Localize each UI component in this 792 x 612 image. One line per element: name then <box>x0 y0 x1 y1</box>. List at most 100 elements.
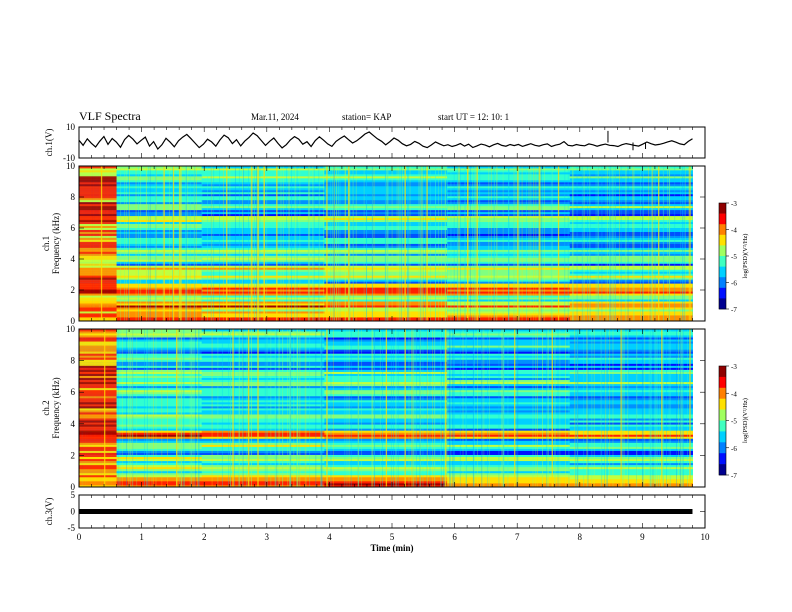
ch1-spectrogram-speckle <box>129 166 130 321</box>
ch1-spectrogram-early-block <box>79 273 117 276</box>
ch1-spectrogram-speckle <box>651 166 653 321</box>
ch1-y-tick-label: -10 <box>63 153 75 163</box>
ch1-spectrogram-speckle <box>533 166 535 321</box>
ch1-spectrogram-speckle <box>513 166 515 321</box>
ch2-spectrogram-speckle <box>658 329 660 487</box>
ch1-spectrogram-speckle <box>519 166 520 321</box>
ch1-spectrogram-cell <box>79 265 203 268</box>
ch1-spectrogram-speckle <box>207 166 209 321</box>
ch1-spectrogram-cell <box>324 311 448 314</box>
ch2-spectrogram-cell <box>201 422 325 425</box>
ch2-spectrogram-cell <box>569 468 693 472</box>
ch2-spectrogram-cell <box>79 448 203 451</box>
ch2-spectrogram-speckle <box>239 329 241 487</box>
ch2-spectrogram-early-block <box>79 399 117 403</box>
ch2-spectrogram-cell <box>79 385 203 389</box>
start-time-label: start UT = 12: 10: 1 <box>438 112 510 122</box>
ch2-spectrogram-cell <box>201 432 325 435</box>
ch1-spectrogram-cell <box>79 235 203 238</box>
ch1-spectrogram-cell <box>79 239 203 242</box>
ch2-spectrogram-speckle <box>396 329 397 487</box>
ch1-spectrogram-colorbar-swatch <box>719 277 726 289</box>
ch1-spectrogram-speckle <box>391 166 393 321</box>
ch2-spectrogram-cell <box>79 359 203 362</box>
ch2-spectrogram-early-block <box>79 361 117 364</box>
ch1-spectrogram-early-block <box>79 261 117 264</box>
ch2-spectrogram-cell <box>79 436 203 439</box>
ch2-spectrogram-cell <box>79 349 203 352</box>
ch1-spectrogram-cell <box>569 275 693 278</box>
ch1-spectrogram-cell <box>79 207 203 211</box>
ch2-spectrogram-cell <box>447 341 571 344</box>
ch1-spectrogram-cell <box>201 225 325 229</box>
ch1-spectrogram-cell <box>447 227 571 230</box>
ch2-spectrogram-cell <box>569 434 693 437</box>
ch1-spectrogram-speckle <box>667 166 669 321</box>
ch2-spectrogram-speckle <box>605 329 607 487</box>
ch1-spectrogram-speckle <box>571 166 573 321</box>
ch1-spectrogram-cell <box>79 225 203 229</box>
ch1-spectrogram-cell <box>324 245 448 248</box>
ch1-spectrogram-speckle <box>387 166 388 321</box>
ch2-spectrogram-speckle <box>211 329 213 487</box>
ch2-spectrogram-cell <box>569 408 693 411</box>
ch1-spectrogram-cell <box>569 277 693 280</box>
ch2-spectrogram-cell <box>569 462 693 466</box>
ch1-spectrogram-speckle <box>607 166 609 321</box>
ch2-spectrogram-cell <box>79 365 203 368</box>
ch2-spectrogram-speckle <box>379 329 381 487</box>
ch1-spectrogram-cell <box>79 295 203 298</box>
ch2-spectrogram-cell <box>79 434 203 437</box>
ch2-spectrogram-early-block <box>79 458 117 462</box>
ch3-level-line <box>79 509 693 514</box>
ch1-spectrogram-early-block <box>79 199 117 203</box>
ch1-spectrogram-speckle <box>295 166 297 321</box>
ch1-spectrogram-cell <box>324 183 448 187</box>
ch1-spectrogram-y-tick-label: 2 <box>71 285 76 295</box>
ch2-spectrogram-speckle <box>296 329 297 487</box>
ch1-spectrogram-cell <box>79 303 203 306</box>
ch1-spectrogram-cell <box>324 207 448 211</box>
ch1-spectrogram-cell <box>201 201 325 205</box>
ch2-spectrogram-cell <box>79 476 203 480</box>
ch2-spectrogram-cell <box>569 472 693 476</box>
ch1-spectrogram-cell <box>324 291 448 294</box>
ch2-spectrogram-cell <box>569 363 693 366</box>
ch1-spectrogram-speckle <box>633 166 635 321</box>
ch1-spectrogram-cell <box>447 283 571 286</box>
ch1-spectrogram-cell <box>447 173 571 177</box>
ch2-spectrogram-cell <box>201 408 325 411</box>
ch1-spectrogram-emission <box>348 166 350 321</box>
ch1-spectrogram-speckle <box>551 166 553 321</box>
ch2-spectrogram-cell <box>569 430 693 433</box>
ch1-spectrogram-early-block <box>79 313 117 316</box>
ch1-spectrogram-speckle <box>589 166 591 321</box>
ch2-spectrogram-cell <box>569 448 693 451</box>
ch1-spectrogram-cell <box>201 303 325 306</box>
ch1-spectrogram-speckle <box>201 166 203 321</box>
ch1-spectrogram-cell <box>324 303 448 306</box>
ch2-spectrogram-speckle <box>395 329 397 487</box>
ch2-spectrogram-cell <box>201 399 325 403</box>
ch1-spectrogram-colorbar-swatch <box>719 234 726 246</box>
ch1-spectrogram-early-block <box>79 247 117 250</box>
ch1-spectrogram-cell <box>447 309 571 312</box>
ch2-spectrogram-speckle <box>321 329 322 487</box>
ch1-spectrogram-cell <box>201 309 325 312</box>
ch1-spectrogram-cell <box>324 187 448 191</box>
ch1-spectrogram-speckle <box>387 166 389 321</box>
ch2-spectrogram-cell <box>447 408 571 411</box>
ch2-spectrogram-cell <box>569 365 693 368</box>
ch2-spectrogram-speckle <box>547 329 549 487</box>
ch2-spectrogram-early-block <box>79 385 117 389</box>
ch1-spectrogram-speckle <box>241 166 243 321</box>
ch1-spectrogram-cell <box>324 309 448 312</box>
ch2-spectrogram-speckle <box>381 329 383 487</box>
ch1-spectrogram-emission <box>226 166 228 321</box>
ch1-spectrogram-cell <box>447 231 571 234</box>
ch1-spectrogram-cell <box>324 227 448 230</box>
ch1-spectrogram-cell <box>324 166 448 169</box>
ch1-spectrogram-speckle <box>528 166 530 321</box>
ch1-spectrogram-cell <box>324 307 448 310</box>
ch2-spectrogram-speckle <box>591 329 593 487</box>
